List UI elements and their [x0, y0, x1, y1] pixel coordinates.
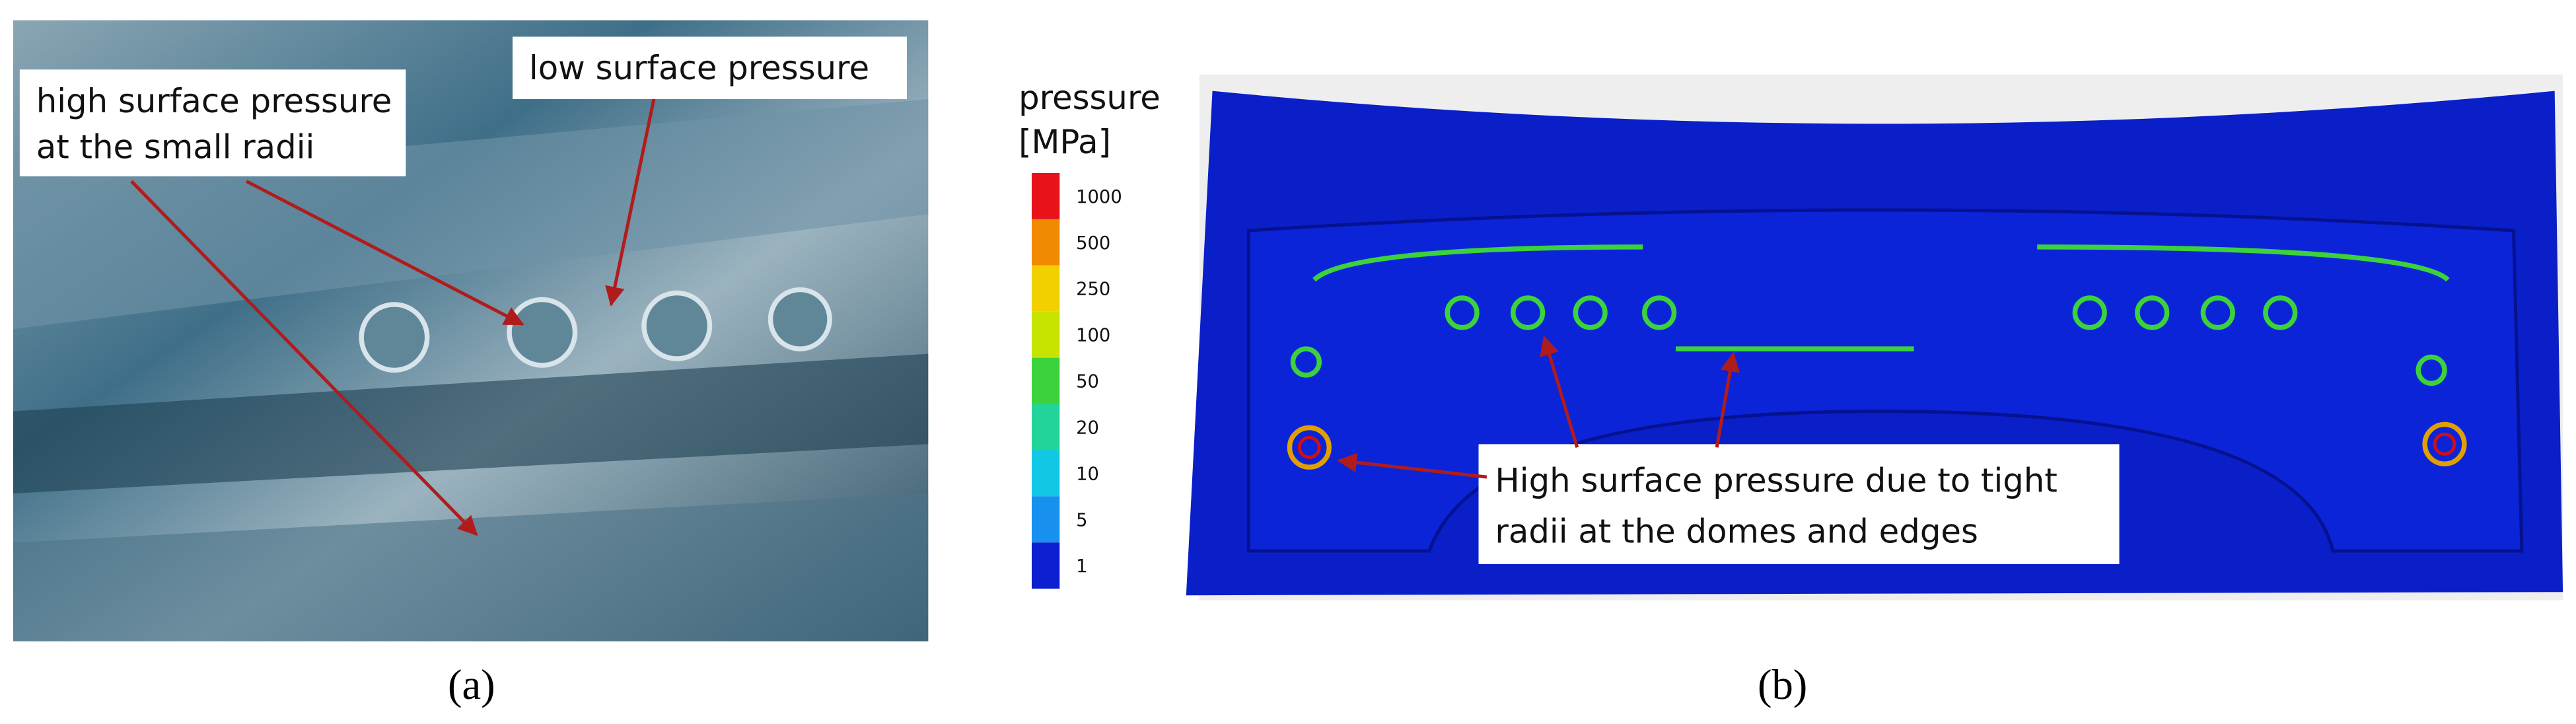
color-swatch	[1031, 265, 1060, 312]
color-swatch	[1031, 172, 1060, 219]
caption: (b)	[1758, 661, 1807, 708]
callout-box: high surface pressure at the small radii…	[19, 36, 907, 176]
color-swatch	[1031, 219, 1060, 266]
legend-title: [MPa]	[1019, 123, 1111, 161]
color-swatch	[1031, 450, 1060, 497]
photo	[13, 20, 929, 641]
legend-level: 500	[1076, 233, 1110, 254]
color-swatch	[1031, 404, 1060, 451]
caption: (a)	[448, 661, 495, 708]
legend-level: 1	[1076, 556, 1087, 577]
callout-text: high surface pressure	[36, 82, 392, 120]
callout-text: High surface pressure due to tight	[1495, 461, 2057, 499]
callout-text: at the small radii	[36, 128, 315, 166]
colorbar: 1000 500 250 100 50 20 10 5 1	[1031, 172, 1122, 589]
callout-text: low surface pressure	[529, 49, 869, 87]
color-swatch	[1031, 542, 1060, 589]
callout-text: radii at the domes and edges	[1495, 513, 1978, 551]
arrows	[1337, 335, 1740, 479]
color-swatch	[1031, 357, 1060, 404]
callout-box: High surface pressure due to tight radii…	[1478, 444, 2120, 564]
legend-level: 50	[1076, 372, 1099, 392]
arrows	[130, 98, 656, 536]
color-swatch	[1031, 496, 1060, 543]
legend-level: 100	[1076, 326, 1110, 346]
color-swatch	[1031, 311, 1060, 358]
legend-level: 20	[1076, 417, 1099, 438]
legend-level: 1000	[1076, 187, 1122, 207]
legend-level: 10	[1076, 464, 1099, 484]
legend-title: pressure	[1019, 79, 1161, 117]
legend-level: 250	[1076, 279, 1110, 300]
legend-level: 5	[1076, 510, 1087, 530]
